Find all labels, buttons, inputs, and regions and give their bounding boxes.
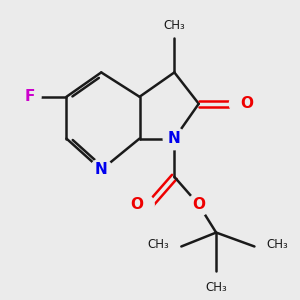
- Circle shape: [90, 159, 112, 181]
- Text: CH₃: CH₃: [205, 281, 227, 294]
- Text: CH₃: CH₃: [267, 238, 288, 251]
- Text: N: N: [168, 131, 181, 146]
- Text: O: O: [130, 197, 143, 212]
- Text: O: O: [192, 197, 205, 212]
- Circle shape: [132, 194, 154, 216]
- Text: N: N: [95, 162, 108, 177]
- Text: CH₃: CH₃: [164, 20, 185, 32]
- Text: CH₃: CH₃: [147, 238, 169, 251]
- Text: F: F: [25, 89, 35, 104]
- Text: O: O: [241, 96, 254, 111]
- Circle shape: [188, 194, 210, 216]
- Circle shape: [19, 85, 41, 108]
- Circle shape: [230, 93, 252, 115]
- Circle shape: [163, 128, 185, 150]
